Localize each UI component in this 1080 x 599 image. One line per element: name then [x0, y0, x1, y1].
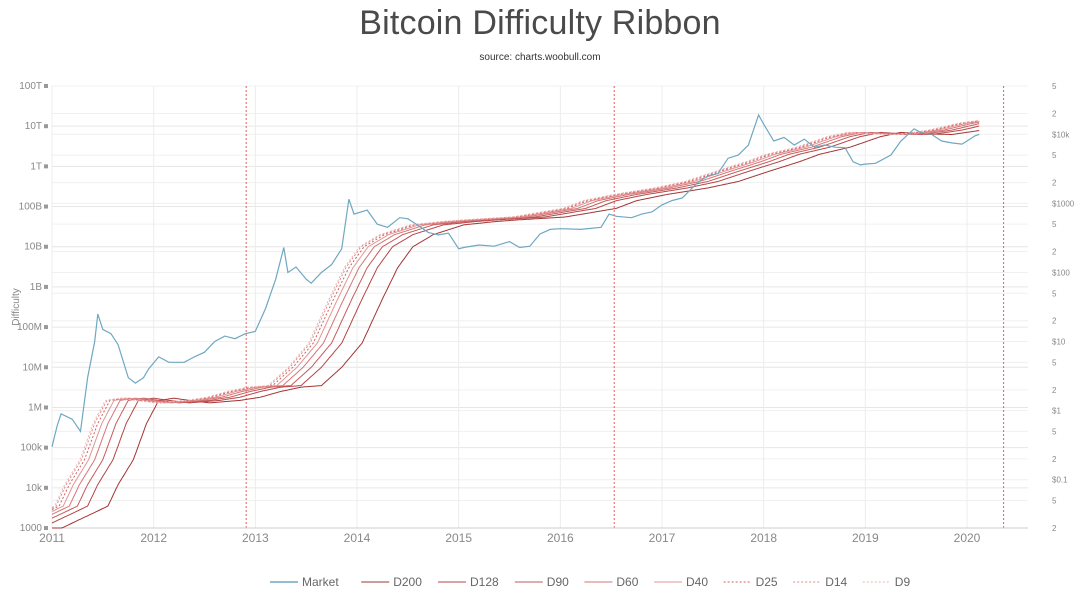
- y-tick-label: 100T: [19, 81, 42, 92]
- y2-tick-label: 2: [1052, 109, 1057, 118]
- y2-tick-label: 2: [1052, 317, 1057, 326]
- y2-tick-label: 2: [1052, 455, 1057, 464]
- y-tick-marker: [44, 164, 48, 169]
- legend-label: D25: [756, 575, 778, 589]
- grid: [51, 85, 1028, 529]
- legend-item-d25[interactable]: D25: [723, 575, 778, 589]
- x-tick-label: 2015: [445, 531, 472, 545]
- y2-tick-label: $10: [1052, 338, 1066, 347]
- y-tick-marker: [44, 84, 48, 88]
- halving-lines: [245, 86, 1005, 528]
- y-tick-marker: [44, 526, 48, 530]
- legend-item-d128[interactable]: D128: [438, 575, 499, 589]
- legend: Market D200 D128 D90 D60 D40 D25 D14 D9: [270, 575, 910, 589]
- axes: 1000 10k 100k 1M 10M 100M 1B 10B 100B 1T 10T 100T 2 5…: [11, 81, 1075, 545]
- y-tick-marker: [44, 325, 48, 330]
- y2-tick-label: 5: [1052, 289, 1057, 298]
- y-tick-label: 1M: [28, 402, 42, 413]
- y-tick-marker: [44, 485, 48, 490]
- y-tick-label: 100B: [19, 202, 43, 213]
- x-tick-label: 2013: [242, 531, 269, 545]
- y-tick-marker: [44, 405, 48, 410]
- y-tick-label: 1B: [30, 282, 43, 293]
- x-tick-label: 2020: [954, 531, 981, 545]
- legend-item-d14[interactable]: D14: [793, 575, 848, 589]
- legend-label: D200: [393, 575, 422, 589]
- legend-item-d200[interactable]: D200: [361, 575, 422, 589]
- y2-tick-label: 2: [1052, 386, 1057, 395]
- series-market: [51, 113, 980, 447]
- series-d128: [51, 125, 980, 524]
- y-tick-label: 10B: [24, 242, 42, 253]
- y-tick-label: 1T: [30, 161, 42, 172]
- y-tick-label: 10M: [23, 362, 42, 373]
- y2-tick-label: 2: [1052, 524, 1057, 533]
- legend-label: D128: [470, 575, 499, 589]
- series-d9: [51, 119, 980, 508]
- y-tick-marker: [44, 284, 48, 289]
- legend-label: D90: [547, 575, 569, 589]
- y2-tick-label: $1000: [1052, 199, 1075, 208]
- legend-item-d60[interactable]: D60: [584, 575, 639, 589]
- y2-tick-label: 5: [1052, 358, 1057, 367]
- x-tick-label: 2019: [852, 531, 879, 545]
- series-d200: [52, 130, 980, 529]
- y-tick-marker: [44, 124, 48, 129]
- y-tick-marker: [44, 365, 48, 370]
- series-d25: [51, 120, 980, 510]
- y-tick-label: 10T: [25, 121, 42, 132]
- legend-label: Market: [302, 575, 339, 589]
- y-tick-marker: [44, 445, 48, 450]
- y2-tick-label: $10k: [1052, 130, 1070, 139]
- y2-tick-label: 5: [1052, 427, 1057, 436]
- legend-label: D60: [616, 575, 638, 589]
- chart-subtitle: source: charts.woobull.com: [479, 52, 601, 63]
- y2-tick-label: 5: [1052, 82, 1057, 91]
- x-tick-label: 2017: [649, 531, 676, 545]
- y-axis-label: Difficulty: [11, 288, 22, 326]
- legend-item-d9[interactable]: D9: [862, 575, 911, 589]
- y2-tick-label: $0.1: [1052, 476, 1068, 485]
- legend-item-d40[interactable]: D40: [654, 575, 708, 589]
- y-tick-label: 10k: [26, 483, 43, 494]
- series-d14: [51, 120, 980, 509]
- y-tick-label: 100k: [20, 443, 43, 454]
- legend-label: D14: [825, 575, 847, 589]
- legend-item-d90[interactable]: D90: [514, 575, 569, 589]
- x-tick-label: 2012: [140, 531, 167, 545]
- x-tick-label: 2011: [39, 531, 65, 545]
- series: [51, 113, 980, 529]
- y-tick-label: 100M: [17, 322, 42, 333]
- x-tick-label: 2014: [344, 531, 371, 545]
- y-tick-marker: [44, 244, 48, 249]
- y2-tick-label: 2: [1052, 248, 1057, 257]
- y-tick-label: 1000: [20, 523, 43, 534]
- y2-tick-label: 5: [1052, 220, 1057, 229]
- legend-label: D40: [686, 575, 708, 589]
- legend-label: D9: [895, 575, 911, 589]
- y2-tick-label: $1: [1052, 407, 1061, 416]
- y2-tick-label: 5: [1052, 151, 1057, 160]
- chart-title: Bitcoin Difficulty Ribbon: [359, 4, 721, 42]
- y2-tick-label: 2: [1052, 179, 1057, 188]
- x-tick-label: 2016: [547, 531, 574, 545]
- series-d60: [51, 121, 980, 515]
- x-tick-label: 2018: [750, 531, 777, 545]
- series-d40: [51, 121, 980, 512]
- y2-tick-label: 5: [1052, 497, 1057, 506]
- y-tick-marker: [44, 204, 48, 209]
- y2-tick-label: $100: [1052, 268, 1070, 277]
- legend-item-market[interactable]: Market: [270, 575, 339, 589]
